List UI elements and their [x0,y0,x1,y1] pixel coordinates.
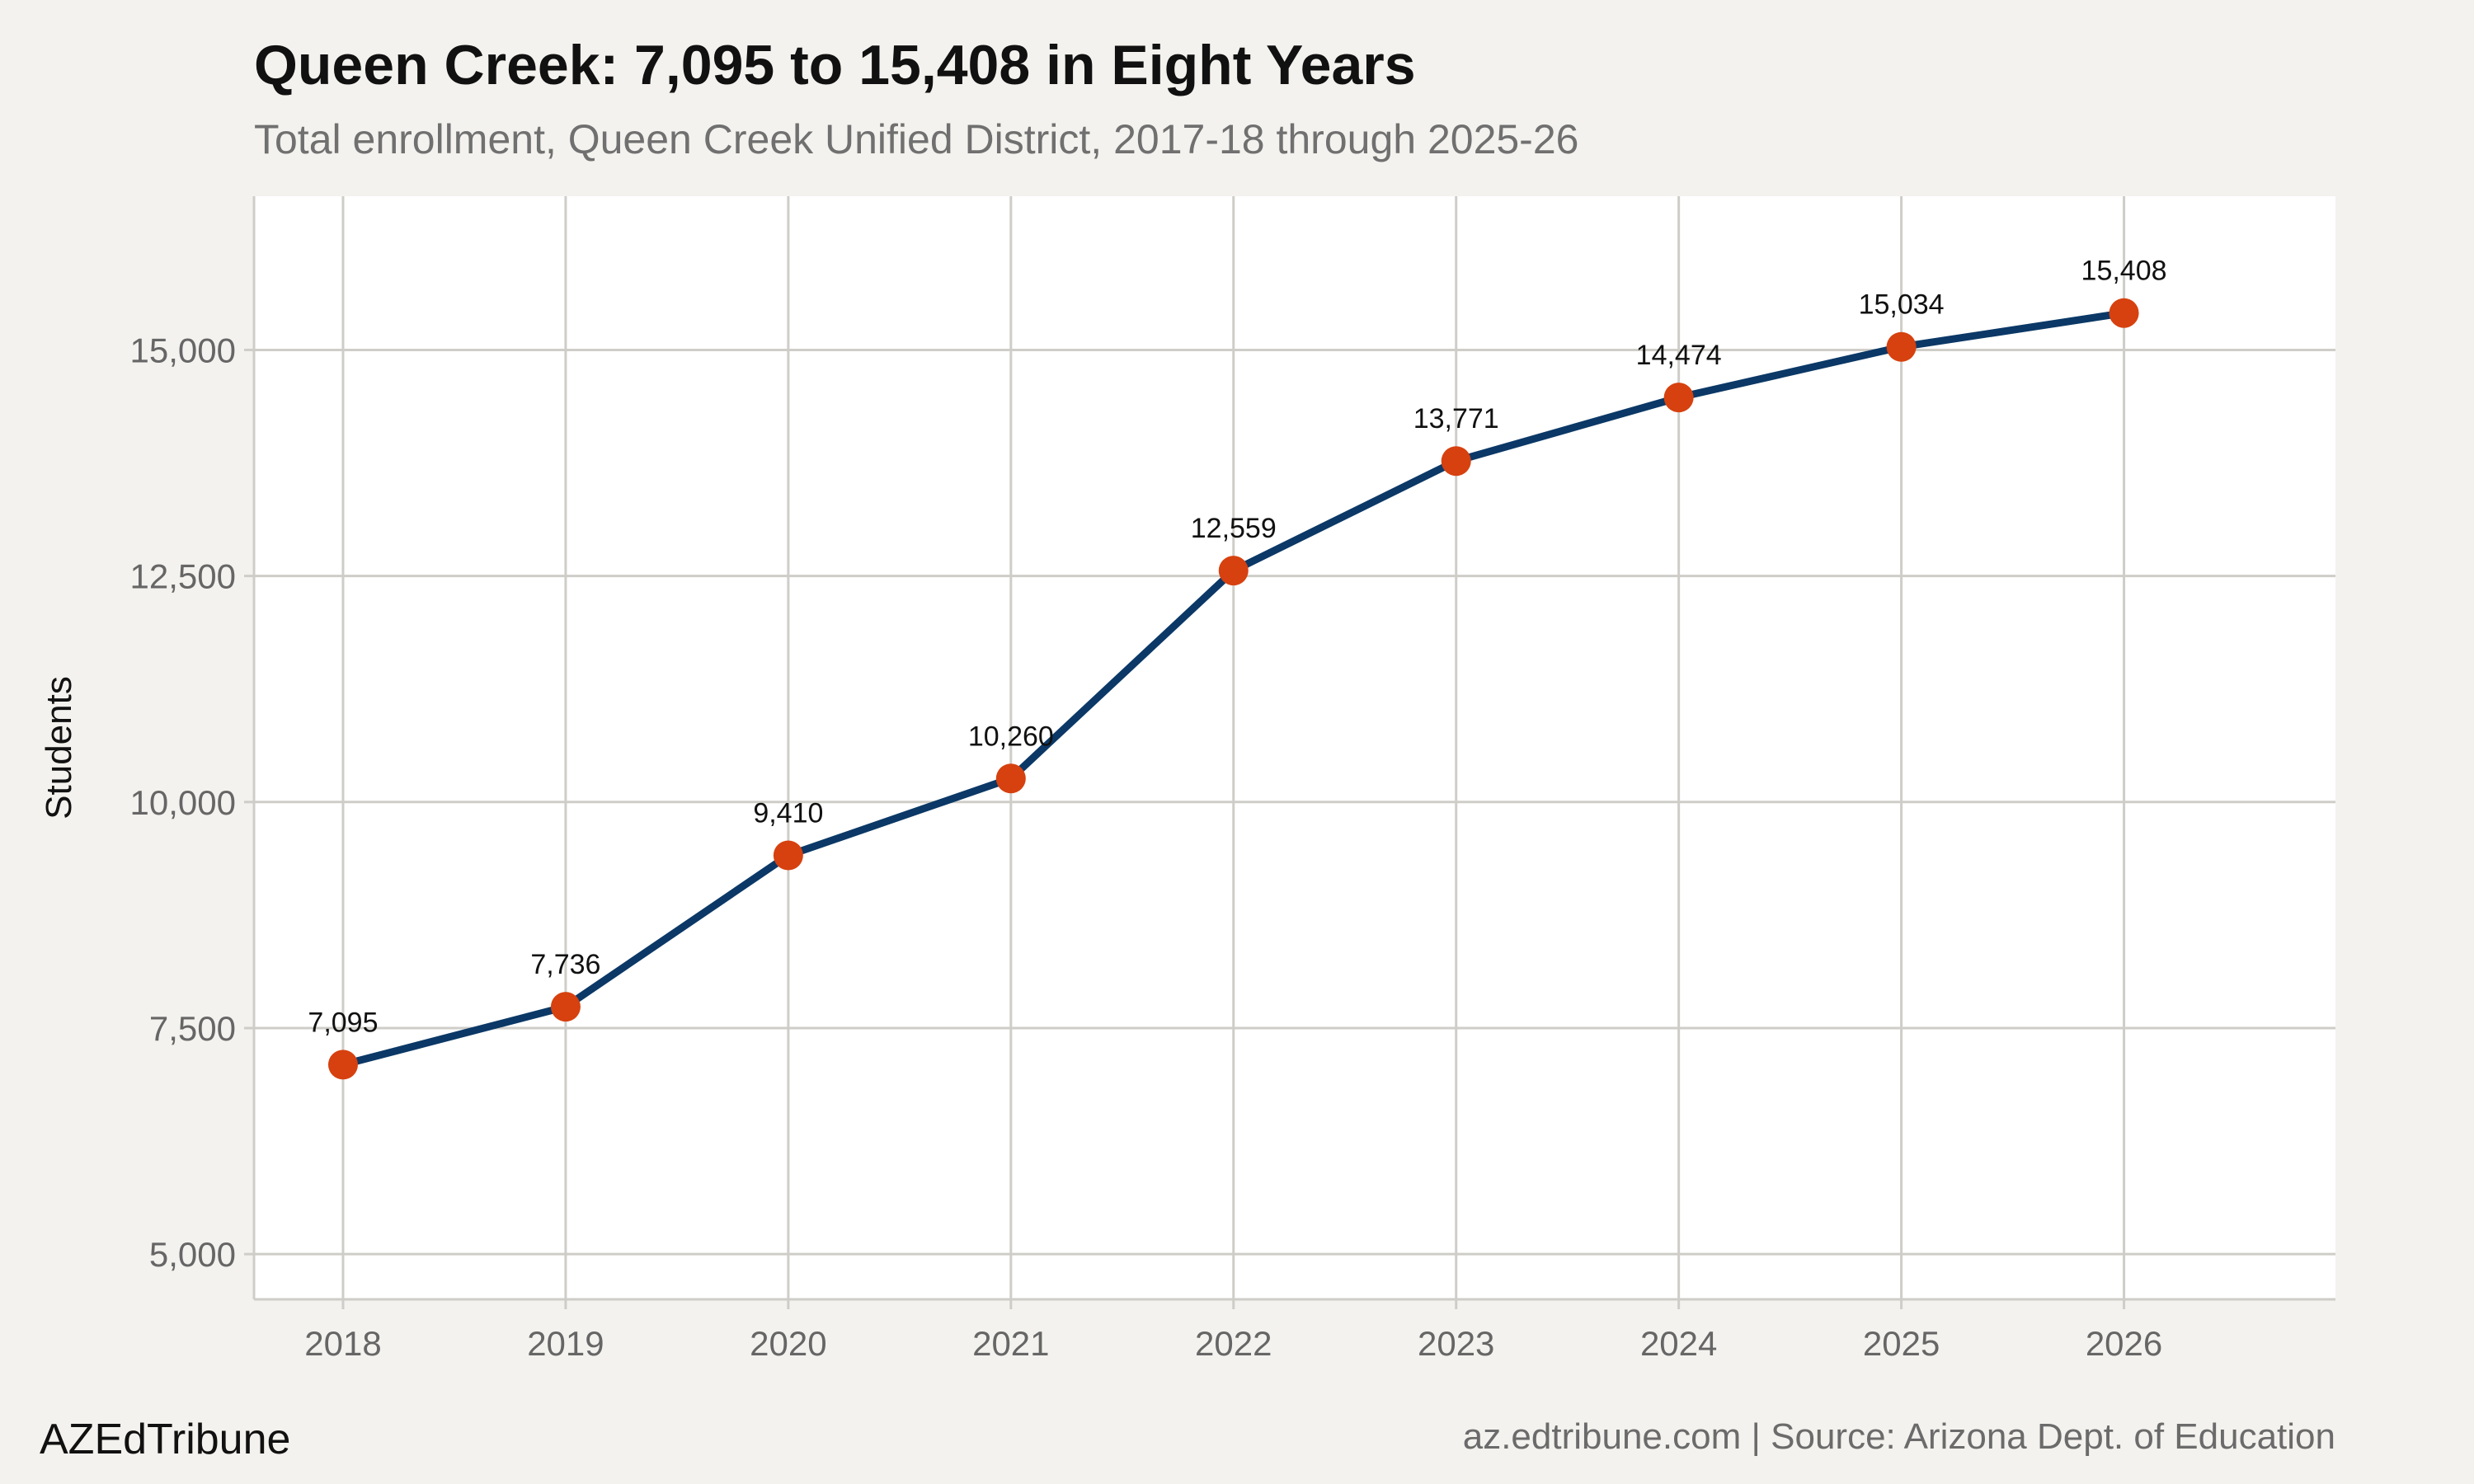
x-tick-label: 2021 [972,1324,1049,1363]
axis-ticks: 5,000 7,500 10,000 12,500 15,000 2018 2019 2020… [130,331,2163,1363]
data-label: 7,095 [308,1007,378,1038]
data-label: 13,771 [1413,403,1499,434]
data-label: 15,034 [1859,289,1945,321]
x-tick-label: 2024 [1640,1324,1717,1363]
y-tick-label: 15,000 [130,331,236,369]
plot-panel [254,196,2335,1299]
grid-lines [254,196,2335,1299]
data-point [773,840,803,871]
y-axis-title: Students [39,676,79,819]
x-tick-label: 2019 [527,1324,604,1363]
chart-title: Queen Creek: 7,095 to 15,408 in Eight Ye… [254,34,1416,96]
brand-logo-text: AZEdTribune [40,1416,291,1463]
data-label: 12,559 [1191,513,1277,544]
data-label: 14,474 [1636,340,1722,371]
y-tick-label: 7,500 [149,1009,236,1048]
data-label: 10,260 [968,721,1054,752]
data-label: 15,408 [2081,256,2167,287]
source-credit: az.edtribune.com | Source: Arizona Dept.… [1462,1416,2335,1457]
data-point [550,992,581,1022]
y-tick-label: 10,000 [130,783,236,822]
data-point [1441,446,1471,477]
data-points [327,298,2139,1080]
data-label: 7,736 [530,949,600,980]
data-point [327,1050,358,1080]
x-tick-label: 2025 [1863,1324,1940,1363]
data-point [1886,331,1917,362]
x-tick-label: 2023 [1418,1324,1494,1363]
data-point [995,763,1026,794]
y-tick-label: 5,000 [149,1235,236,1274]
chart-subtitle: Total enrollment, Queen Creek Unified Di… [254,116,1579,162]
y-tick-label: 12,500 [130,557,236,596]
x-tick-label: 2026 [2086,1324,2162,1363]
x-tick-label: 2020 [750,1324,826,1363]
x-tick-label: 2022 [1195,1324,1272,1363]
data-point [1663,383,1694,413]
data-point [2109,298,2139,328]
x-tick-label: 2018 [304,1324,381,1363]
data-point [1218,556,1249,586]
data-label: 9,410 [753,798,823,829]
data-labels: 7,095 7,736 9,410 10,260 12,559 13,771 14,474 1… [308,256,2166,1039]
